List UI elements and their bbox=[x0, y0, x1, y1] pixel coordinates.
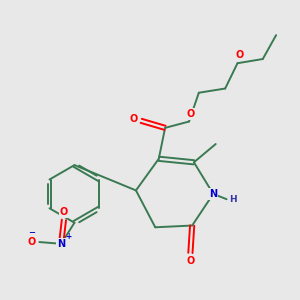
Text: +: + bbox=[66, 232, 72, 241]
Text: O: O bbox=[129, 114, 138, 124]
Text: −: − bbox=[28, 228, 35, 237]
Text: O: O bbox=[186, 256, 194, 266]
Text: O: O bbox=[187, 109, 195, 119]
Text: H: H bbox=[229, 195, 236, 204]
Text: N: N bbox=[209, 189, 217, 199]
Text: O: O bbox=[60, 207, 68, 217]
Text: N: N bbox=[57, 239, 65, 249]
Text: O: O bbox=[28, 237, 36, 247]
Text: O: O bbox=[235, 50, 243, 61]
